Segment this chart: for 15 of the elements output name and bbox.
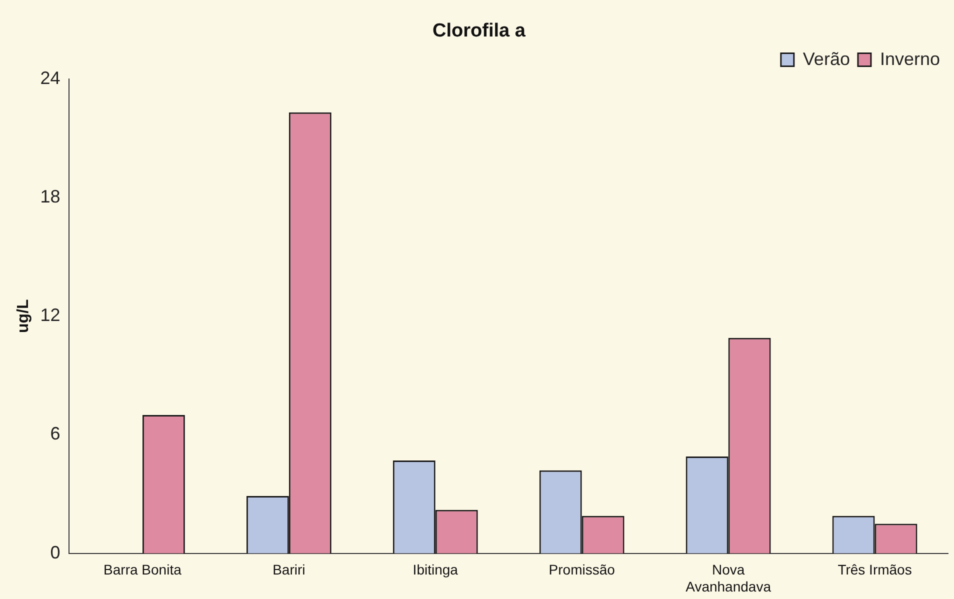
y-tick-label: 24 <box>40 68 60 88</box>
x-tick-label: Três Irmãos <box>838 562 912 578</box>
legend-label: Inverno <box>880 48 940 69</box>
x-tick-label: Barra Bonita <box>104 562 182 578</box>
y-tick-label: 6 <box>50 424 60 444</box>
y-axis-title: ug/L <box>15 298 32 333</box>
x-tick-label: Bariri <box>272 562 306 578</box>
x-tick-label: Nova Avanhandava <box>686 562 772 594</box>
chart-title: Clorofila a <box>432 20 526 42</box>
legend-label: Verão <box>802 48 850 69</box>
y-tick-label: 18 <box>40 186 60 206</box>
y-tick-label: 0 <box>50 542 60 562</box>
x-tick-label: Ibitinga <box>412 562 458 578</box>
y-tick-label: 12 <box>40 305 60 326</box>
x-tick-label: Promissão <box>548 562 616 578</box>
